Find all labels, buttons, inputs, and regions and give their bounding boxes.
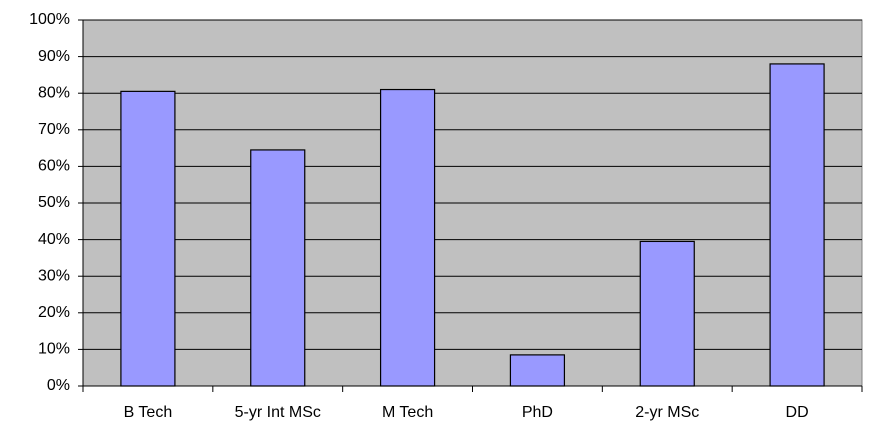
bar: [769, 63, 825, 387]
x-tick-label: M Tech: [382, 404, 433, 421]
bar: [509, 354, 566, 387]
y-tick-label: 90%: [38, 48, 70, 65]
y-tick-label: 70%: [38, 121, 70, 138]
y-tick-label: 20%: [38, 304, 70, 321]
y-tick-label: 50%: [38, 194, 70, 211]
x-tick-label: 2-yr MSc: [635, 404, 699, 421]
x-tick-label: B Tech: [124, 404, 173, 421]
y-tick-label: 60%: [38, 158, 70, 175]
bar: [120, 90, 176, 387]
y-tick-label: 40%: [38, 231, 70, 248]
y-tick-label: 0%: [47, 377, 70, 394]
bar: [250, 149, 306, 387]
y-tick-label: 100%: [29, 11, 70, 28]
x-tick-label: PhD: [522, 404, 553, 421]
y-tick-label: 30%: [38, 267, 70, 284]
x-tick-label: 5-yr Int MSc: [235, 404, 321, 421]
y-tick-label: 80%: [38, 84, 70, 101]
y-tick-label: 10%: [38, 341, 70, 358]
x-tick-label: DD: [786, 404, 809, 421]
bar: [639, 240, 695, 387]
bar: [379, 88, 436, 387]
